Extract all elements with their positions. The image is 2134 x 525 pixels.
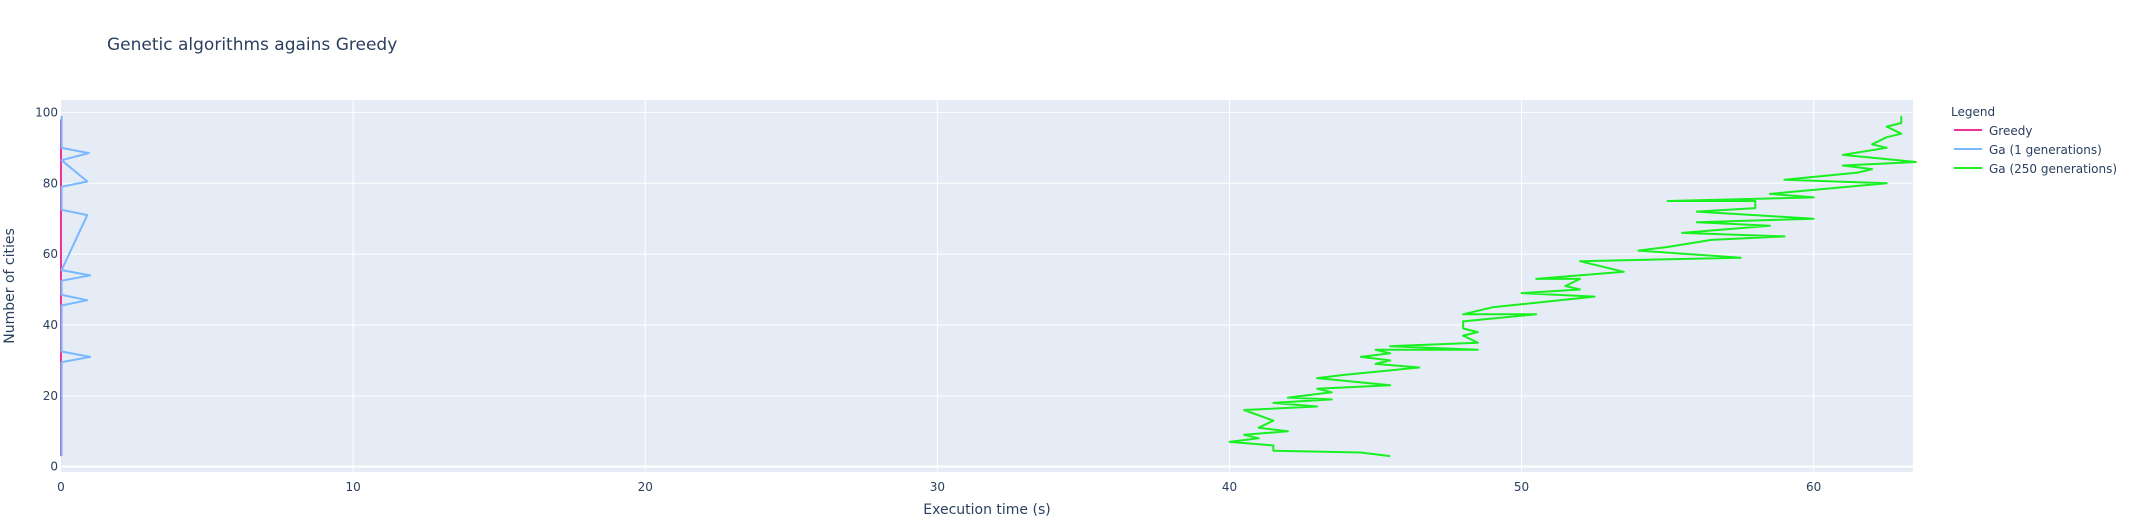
- y-tick-label: 80: [43, 176, 58, 190]
- series-line-ga-250[interactable]: [1228, 115, 1917, 458]
- y-tick-labels: 0 20 40 60 80 100: [35, 105, 58, 473]
- legend: Legend Greedy Ga (1 generations) Ga (250…: [1951, 105, 2117, 176]
- series-line-ga-1[interactable]: [60, 115, 92, 457]
- x-tick-label: 10: [345, 480, 360, 494]
- legend-item-greedy[interactable]: Greedy: [1954, 124, 2032, 138]
- y-tick-label: 60: [43, 247, 58, 261]
- y-tick-label: 20: [43, 389, 58, 403]
- chart-title: Genetic algorithms agains Greedy: [107, 35, 397, 55]
- x-tick-label: 60: [1806, 480, 1821, 494]
- y-axis-title: Number of cities: [2, 228, 18, 344]
- legend-title: Legend: [1951, 105, 1995, 119]
- legend-item-ga-1[interactable]: Ga (1 generations): [1954, 143, 2102, 157]
- y-tick-label: 100: [35, 105, 58, 119]
- legend-label-ga-250: Ga (250 generations): [1989, 162, 2117, 176]
- legend-item-ga-250[interactable]: Ga (250 generations): [1954, 162, 2117, 176]
- x-tick-label: 40: [1222, 480, 1237, 494]
- x-tick-label: 30: [930, 480, 945, 494]
- y-tick-label: 0: [50, 460, 58, 474]
- x-axis-title: Execution time (s): [923, 502, 1050, 518]
- x-tick-label: 50: [1514, 480, 1529, 494]
- x-tick-label: 20: [638, 480, 653, 494]
- legend-label-ga-1: Ga (1 generations): [1989, 143, 2102, 157]
- grid-layer: [61, 100, 1913, 472]
- legend-label-greedy: Greedy: [1989, 124, 2032, 138]
- x-tick-labels: 0 10 20 30 40 50 60: [57, 480, 1821, 494]
- x-tick-label: 0: [57, 480, 65, 494]
- series-layer: [60, 115, 1917, 458]
- y-tick-label: 40: [43, 318, 58, 332]
- plot-area: [61, 100, 1913, 472]
